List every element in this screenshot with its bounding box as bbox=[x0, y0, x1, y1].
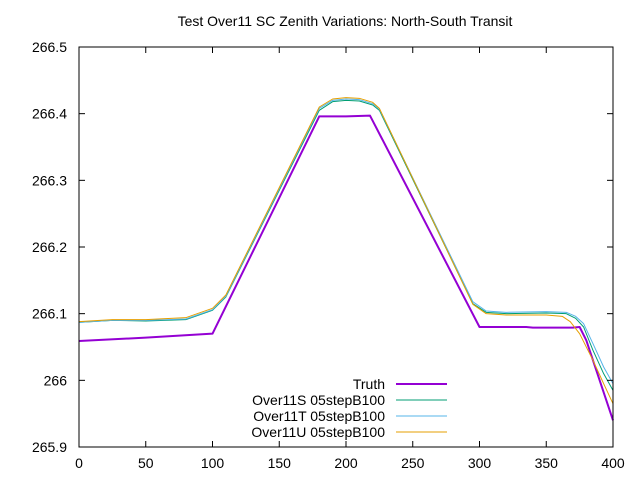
x-tick-label: 50 bbox=[138, 455, 154, 471]
x-tick-label: 200 bbox=[334, 455, 358, 471]
y-tick-label: 265.9 bbox=[32, 439, 67, 455]
legend-label-3: Over11T 05stepB100 bbox=[253, 408, 385, 424]
legend-label-4: Over11U 05stepB100 bbox=[251, 424, 385, 440]
x-tick-label: 250 bbox=[401, 455, 425, 471]
x-tick-label: 0 bbox=[75, 455, 83, 471]
series-line-4 bbox=[78, 97, 614, 404]
y-axis: 265.9 266 266.1 266.2 266.3 266.4 266.5 bbox=[32, 39, 613, 455]
x-axis: 0 50 100 150 200 250 300 350 400 bbox=[75, 47, 625, 471]
plot-lines bbox=[78, 97, 614, 421]
y-tick-label: 266.1 bbox=[32, 306, 67, 322]
x-tick-label: 400 bbox=[601, 455, 625, 471]
y-tick-label: 266.2 bbox=[32, 239, 67, 255]
legend-label-2: Over11S 05stepB100 bbox=[252, 392, 385, 408]
y-tick-label: 266.4 bbox=[32, 106, 67, 122]
chart-title: Test Over11 SC Zenith Variations: North-… bbox=[178, 13, 513, 29]
series-line-3 bbox=[78, 98, 614, 384]
y-tick-label: 266 bbox=[44, 372, 68, 388]
legend-label-1: Truth bbox=[353, 376, 385, 392]
series-line-2 bbox=[78, 99, 614, 391]
plot-frame bbox=[78, 46, 614, 448]
x-tick-label: 300 bbox=[468, 455, 492, 471]
x-tick-label: 100 bbox=[201, 455, 225, 471]
y-tick-label: 266.5 bbox=[32, 39, 67, 55]
x-tick-label: 150 bbox=[268, 455, 292, 471]
series-line-1 bbox=[78, 114, 614, 421]
y-tick-label: 266.3 bbox=[32, 172, 67, 188]
x-tick-label: 350 bbox=[535, 455, 559, 471]
